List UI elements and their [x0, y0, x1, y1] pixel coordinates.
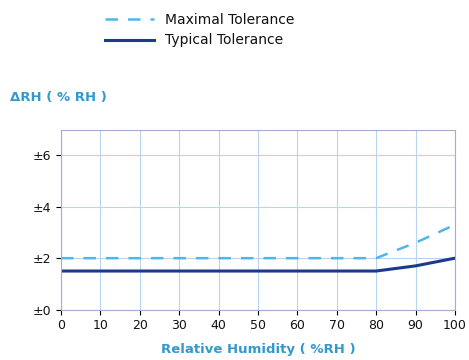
Typical Tolerance: [58, 269, 64, 273]
Maximal Tolerance: [373, 256, 379, 260]
Maximal Tolerance: [432, 231, 438, 236]
Typical Tolerance: [432, 260, 438, 264]
Line: Typical Tolerance: Typical Tolerance: [61, 258, 455, 271]
Typical Tolerance: [452, 256, 458, 260]
Typical Tolerance: [393, 266, 399, 271]
Typical Tolerance: [373, 269, 379, 273]
Maximal Tolerance: [393, 248, 399, 253]
Text: ΔRH ( % RH ): ΔRH ( % RH ): [10, 91, 106, 104]
Maximal Tolerance: [58, 256, 64, 260]
Line: Maximal Tolerance: Maximal Tolerance: [61, 225, 455, 258]
Maximal Tolerance: [413, 240, 418, 245]
Typical Tolerance: [413, 264, 418, 268]
Maximal Tolerance: [452, 222, 458, 227]
X-axis label: Relative Humidity ( %RH ): Relative Humidity ( %RH ): [161, 343, 355, 356]
Legend: Maximal Tolerance, Typical Tolerance: Maximal Tolerance, Typical Tolerance: [99, 7, 300, 53]
